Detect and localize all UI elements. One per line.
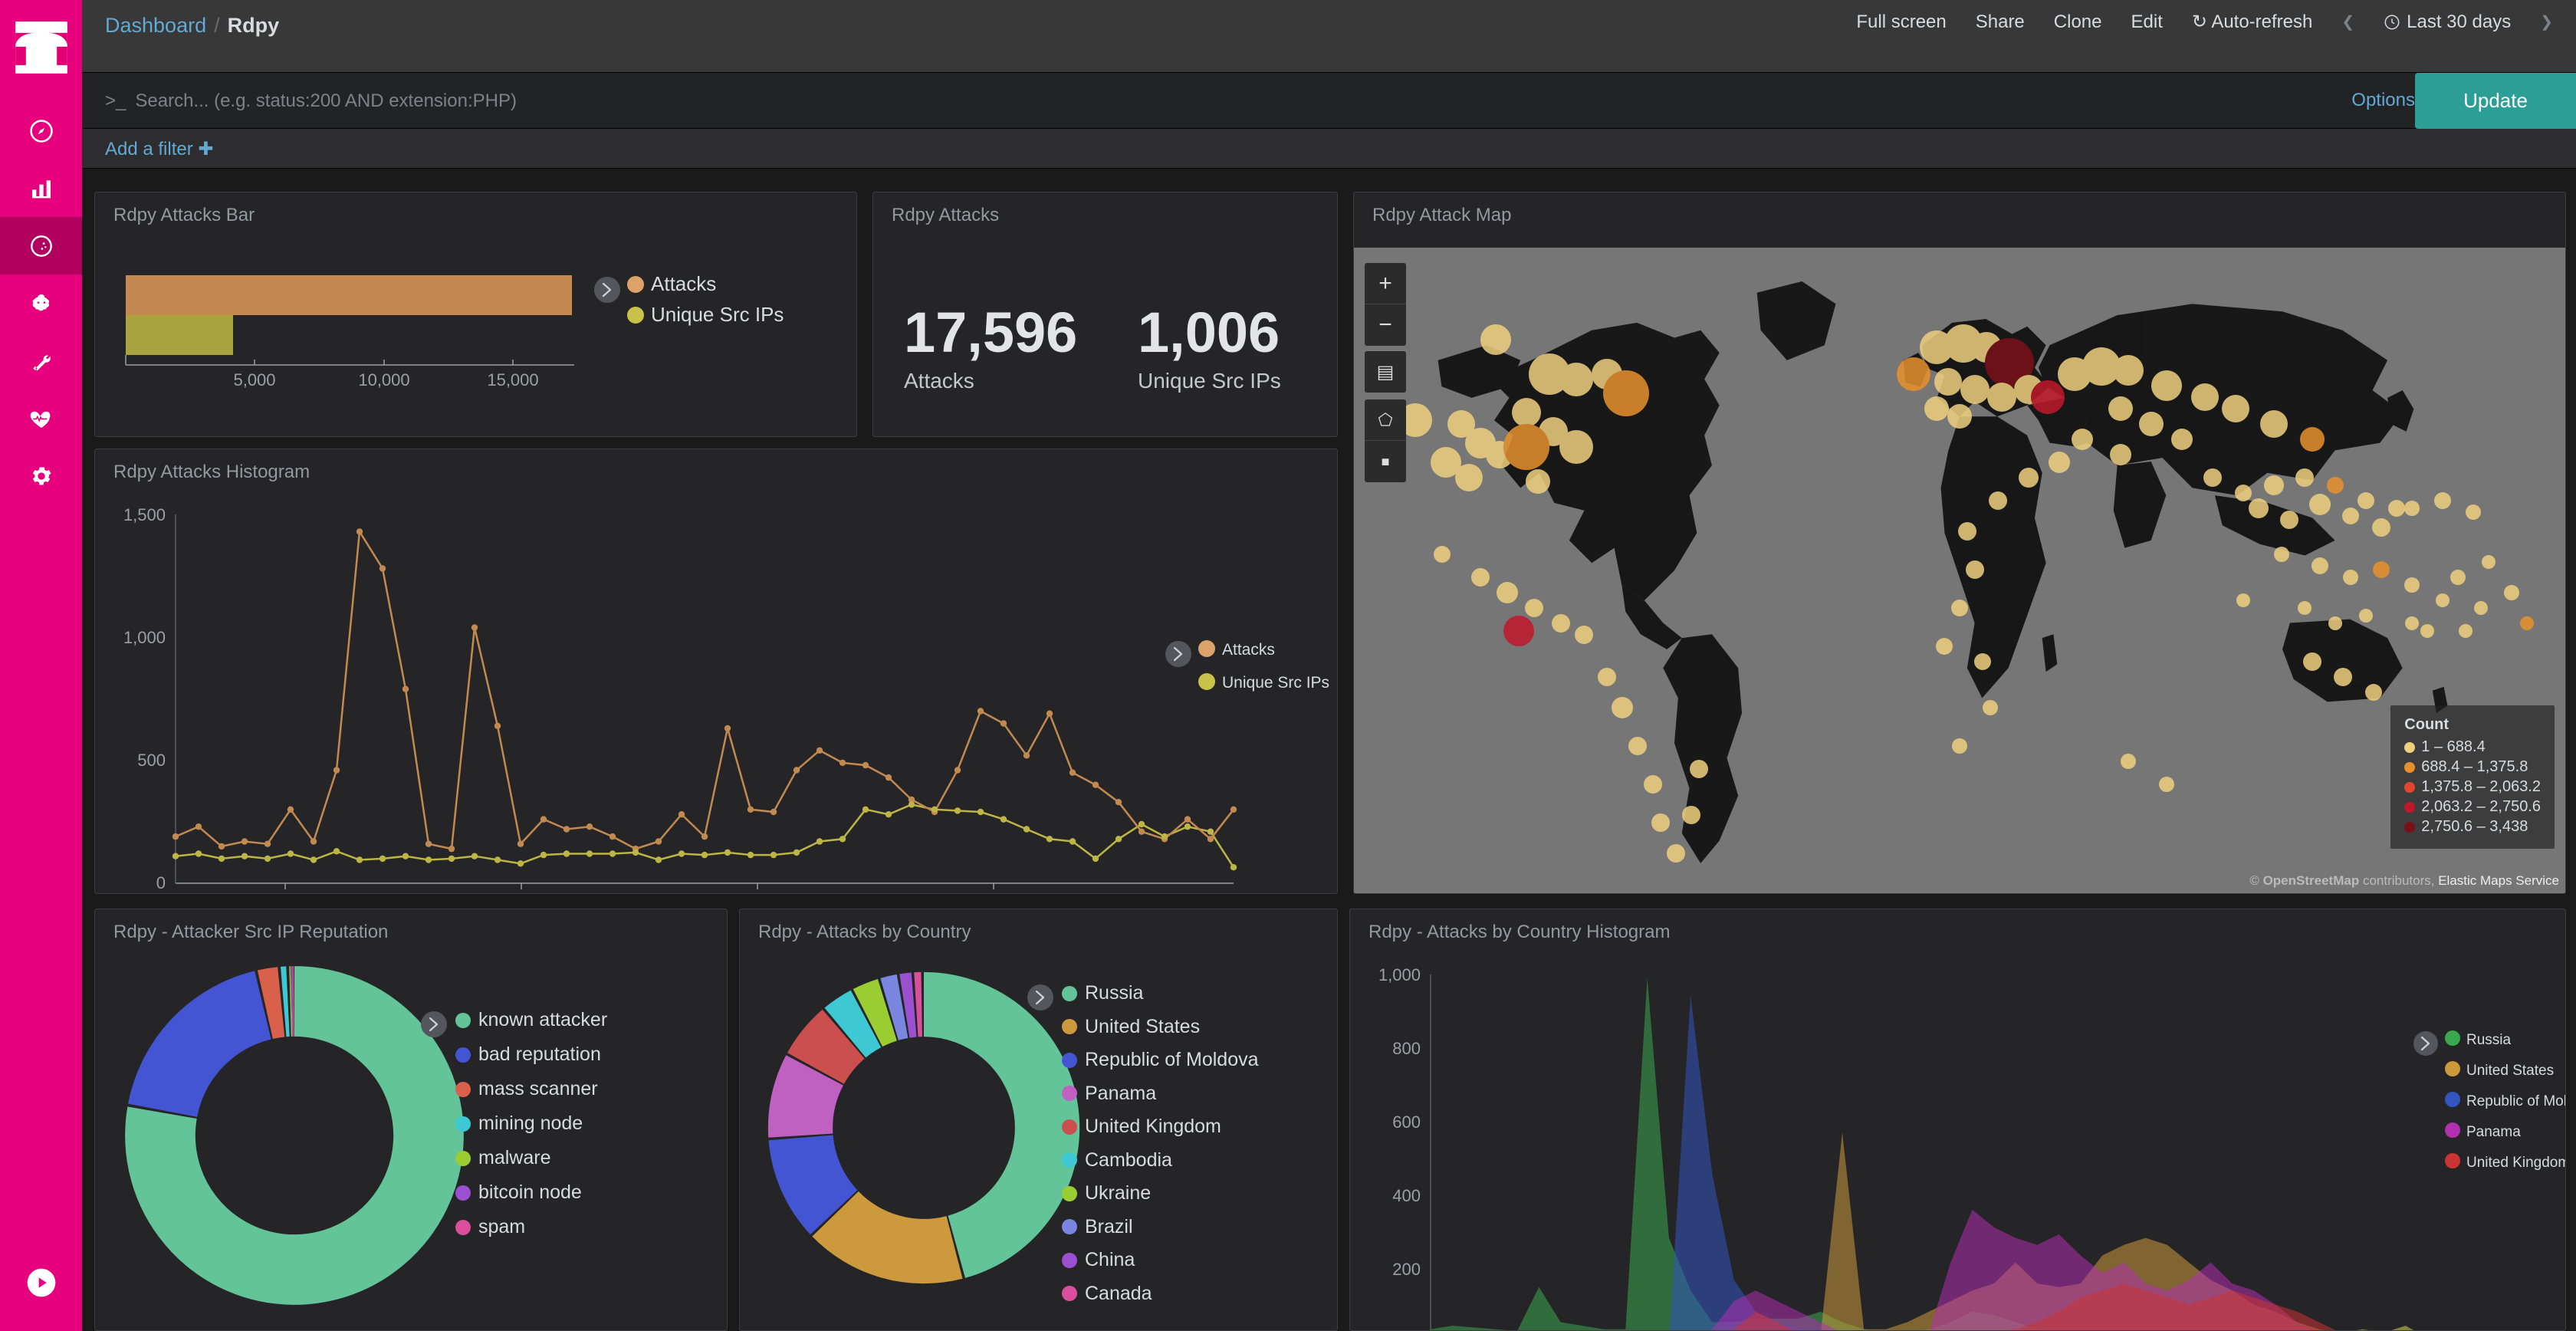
svg-text:800: 800 — [1392, 1039, 1421, 1058]
svg-text:2018-11-18 01:00: 2018-11-18 01:00 — [925, 893, 1063, 894]
svg-text:Republic of Moldova: Republic of Moldova — [2466, 1093, 2566, 1109]
svg-text:Attacks: Attacks — [1222, 641, 1275, 659]
svg-text:10,000: 10,000 — [358, 370, 409, 389]
svg-text:Attacks: Attacks — [651, 272, 716, 295]
svg-text:Russia: Russia — [2466, 1032, 2512, 1048]
svg-text:2018-11-04 01:00: 2018-11-04 01:00 — [452, 893, 590, 894]
svg-text:500: 500 — [137, 751, 166, 770]
svg-text:2018-11-11 01:00: 2018-11-11 01:00 — [689, 893, 826, 894]
svg-text:1,000: 1,000 — [1378, 965, 1421, 984]
svg-text:Unique Src IPs: Unique Src IPs — [651, 303, 784, 326]
svg-text:600: 600 — [1392, 1112, 1421, 1132]
svg-text:1,000: 1,000 — [123, 628, 166, 647]
svg-text:200: 200 — [1392, 1260, 1421, 1279]
svg-text:0: 0 — [156, 873, 166, 892]
svg-text:United Kingdom: United Kingdom — [2466, 1155, 2566, 1171]
svg-text:Panama: Panama — [2466, 1124, 2521, 1140]
svg-text:United States: United States — [2466, 1063, 2554, 1079]
svg-text:Unique Src IPs: Unique Src IPs — [1222, 674, 1329, 692]
svg-text:1,500: 1,500 — [123, 505, 166, 524]
svg-text:5,000: 5,000 — [233, 370, 275, 389]
svg-text:400: 400 — [1392, 1186, 1421, 1205]
svg-text:2018-10-28 02:00: 2018-10-28 02:00 — [215, 893, 355, 894]
svg-text:15,000: 15,000 — [487, 370, 538, 389]
